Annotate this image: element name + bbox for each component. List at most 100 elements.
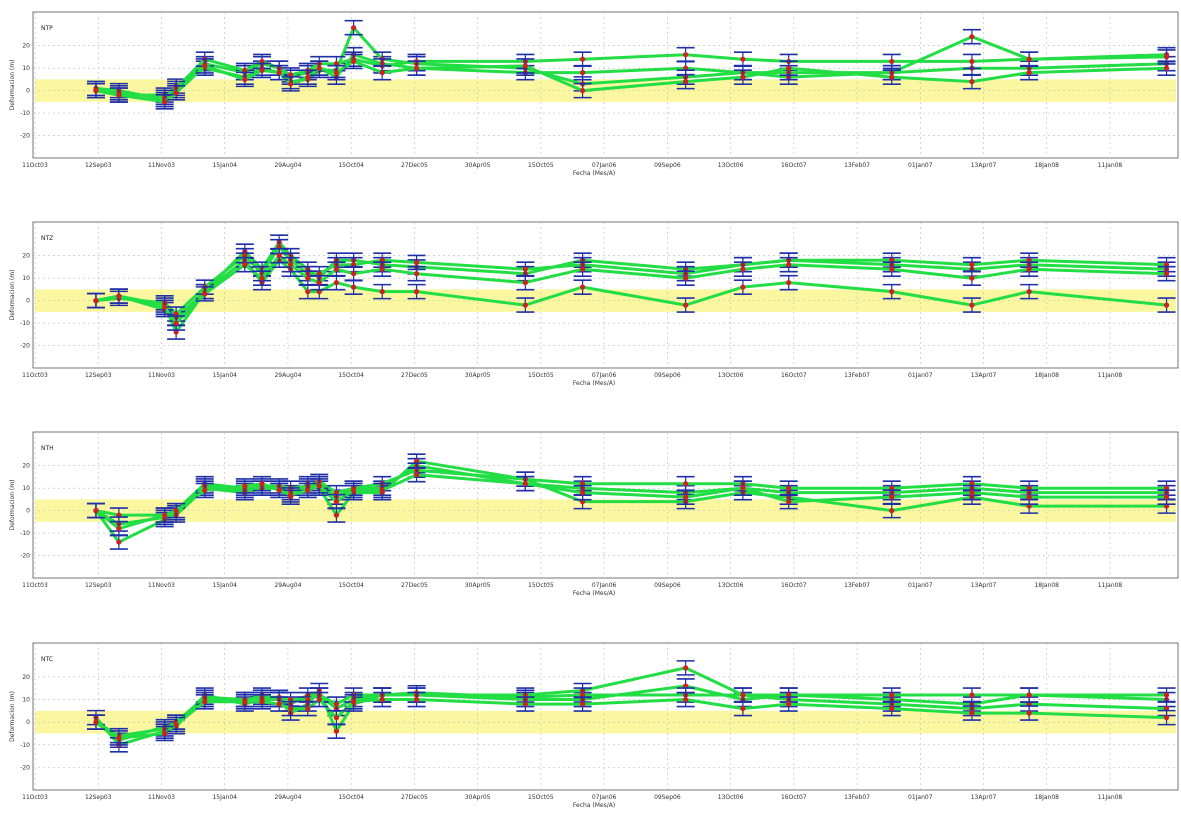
data-point	[242, 483, 248, 489]
data-point	[351, 25, 357, 31]
data-point	[202, 63, 208, 69]
panel-label: NTP	[41, 25, 53, 32]
x-tick-label: 12Sep03	[85, 582, 112, 589]
x-tick-label: 11Jan08	[1098, 162, 1123, 169]
y-tick-label: -20	[20, 553, 30, 560]
data-point	[259, 67, 265, 73]
data-point	[969, 302, 975, 308]
x-tick-label: 27Dec05	[401, 372, 428, 379]
data-point	[351, 58, 357, 65]
data-point	[683, 481, 689, 487]
x-tick-label: 11Jan08	[1098, 582, 1123, 589]
data-point	[786, 262, 792, 268]
data-point	[305, 275, 311, 281]
data-point	[333, 70, 340, 76]
x-tick-label: 13Apr07	[971, 162, 997, 169]
data-point	[580, 56, 586, 62]
data-point	[93, 719, 99, 725]
data-point	[889, 692, 895, 698]
data-point	[288, 262, 294, 268]
data-point	[202, 291, 208, 297]
data-point	[889, 74, 895, 80]
data-point	[259, 481, 265, 487]
data-point	[351, 699, 357, 705]
x-tick-label: 13Feb07	[844, 162, 870, 169]
x-tick-label: 12Sep03	[85, 372, 112, 379]
data-point	[1163, 65, 1170, 71]
data-point	[202, 699, 208, 705]
y-tick-label: 20	[22, 253, 30, 260]
data-point	[889, 58, 895, 65]
y-tick-label: 0	[26, 719, 30, 726]
x-tick-label: 09Sep06	[654, 582, 681, 589]
data-point	[316, 280, 322, 286]
x-tick-label: 07Jan06	[592, 372, 617, 379]
y-tick-label: -10	[20, 530, 30, 537]
x-axis-label: Fecha (Mes/A)	[573, 380, 615, 387]
series-4	[86, 466, 1176, 537]
data-point	[305, 705, 311, 712]
data-point	[162, 304, 168, 310]
data-point	[1026, 710, 1032, 716]
data-point	[580, 701, 586, 707]
data-point	[316, 696, 322, 703]
y-axis-label: Deformacion (m)	[9, 270, 16, 321]
data-point	[202, 487, 208, 493]
data-point	[333, 266, 340, 272]
data-point	[1163, 494, 1170, 500]
x-tick-label: 11Nov03	[148, 794, 175, 801]
x-tick-label: 11Nov03	[148, 372, 175, 379]
x-tick-label: 13Apr07	[971, 582, 997, 589]
x-tick-label: 27Dec05	[401, 582, 428, 589]
x-tick-label: 09Sep06	[654, 162, 681, 169]
data-point	[969, 275, 975, 281]
data-point	[969, 692, 975, 698]
data-point	[969, 79, 975, 85]
data-point	[173, 508, 179, 514]
x-tick-label: 01Jan07	[908, 794, 933, 801]
y-axis-label: Deformacion (m)	[9, 60, 16, 111]
x-tick-label: 15Oct04	[338, 162, 364, 169]
y-tick-label: 0	[26, 88, 30, 95]
data-point	[580, 490, 586, 496]
chart-panel-2: 20 10 0 -10 -20 11Oct03 12Sep03 11Nov03 15Jan04 2…	[9, 221, 1179, 387]
y-tick-label: -10	[20, 742, 30, 749]
y-tick-label: 0	[26, 508, 30, 515]
data-point	[288, 81, 294, 87]
x-tick-label: 18Jan08	[1034, 372, 1059, 379]
tolerance-band	[35, 79, 1176, 102]
data-point	[1163, 715, 1170, 721]
data-point	[1026, 266, 1032, 272]
x-axis-label: Fecha (Mes/A)	[573, 590, 615, 597]
data-point	[969, 262, 975, 268]
data-point	[242, 262, 248, 268]
data-point	[1026, 289, 1032, 295]
data-point	[305, 487, 311, 493]
x-tick-label: 18Jan08	[1034, 162, 1059, 169]
y-axis-label: Deformacion (m)	[9, 691, 16, 742]
data-point	[116, 92, 122, 98]
data-point	[242, 76, 248, 82]
x-tick-label: 01Jan07	[908, 162, 933, 169]
tolerance-band	[35, 710, 1176, 734]
series-line	[95, 254, 1167, 325]
x-tick-label: 27Dec05	[401, 162, 428, 169]
x-tick-label: 07Jan06	[592, 794, 617, 801]
data-point	[288, 492, 294, 498]
data-point	[786, 499, 792, 505]
panel-label: NTC	[41, 656, 53, 663]
data-point	[522, 302, 528, 308]
x-tick-label: 11Nov03	[148, 162, 175, 169]
x-tick-label: 18Jan08	[1034, 794, 1059, 801]
x-axis-label: Fecha (Mes/A)	[573, 170, 615, 177]
y-tick-label: -20	[20, 133, 30, 140]
data-point	[316, 483, 322, 489]
data-point	[740, 692, 746, 698]
data-point	[740, 485, 746, 491]
x-tick-label: 15Oct05	[528, 794, 554, 801]
series-line	[95, 468, 1167, 526]
series-line	[95, 473, 1167, 531]
data-point	[683, 52, 689, 58]
data-point	[276, 253, 282, 259]
data-point	[969, 34, 975, 40]
